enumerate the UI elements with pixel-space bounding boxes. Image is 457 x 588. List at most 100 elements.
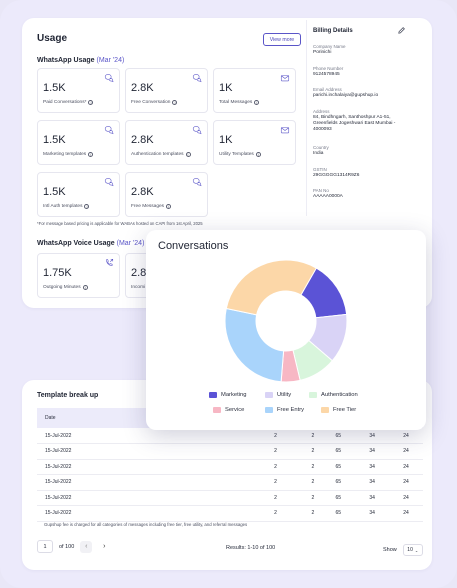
chevron-right-icon: › [103,543,106,550]
legend-swatch [265,407,273,413]
legend-item-authentication[interactable]: Authentication [309,392,358,398]
voice-tile-label-text: Outgoing Minutes [43,285,81,290]
table-cell: 15-Jul-2022 [37,474,247,491]
billing-field-label: Address [313,109,330,114]
chat-bubbles-icon [192,126,202,135]
voice-usage-period: (Mar '24) [116,240,145,247]
usage-tile: 1K Total Messages i [213,68,296,113]
info-icon[interactable]: i [255,152,261,157]
billing-field-value: 84, Bindhngarh, Santhoshpur A1-51, Green… [313,115,396,132]
billing-title: Billing Details [313,28,353,34]
page-number-input[interactable]: 1 [37,540,53,553]
billing-field-label: Country [313,145,329,150]
pricing-note: *For message based pricing is applicable… [37,221,203,226]
legend-swatch [265,392,273,398]
billing-details-panel: Billing Details Company Name Porinichi Pho… [306,20,412,216]
billing-field-value: India [313,151,324,156]
legend-item-free-entry[interactable]: Free Entry [265,407,304,413]
table-cell: 34 [355,443,390,460]
billing-field-label: Email Address [313,87,342,92]
info-icon[interactable]: i [166,204,172,209]
page-size-value: 10 [407,547,413,553]
whatsapp-usage-period: (Mar '24) [96,57,125,64]
usage-tile-label: Paid Conversations* i [43,100,94,105]
page-size-select[interactable]: 10 ⌄ [402,544,423,556]
info-icon[interactable]: i [185,152,191,157]
billing-field: Address 84, Bindhngarh, Santhoshpur A1-51… [313,109,413,133]
table-row: 15-Jul-2022 2 2 65 34 24 [37,474,423,491]
voice-tile-label: Outgoing Minutes i [43,285,88,290]
usage-tile-label: Free Conversation i [131,100,178,105]
legend-label: Marketing [221,392,247,398]
usage-tile: 1.5K Paid Conversations* i [37,68,120,113]
table-cell: 65 [321,490,356,506]
table-cell: 65 [321,443,356,460]
legend-swatch [321,407,329,413]
table-cell: 24 [389,428,423,444]
table-cell: 2 [246,443,305,460]
billing-field-label: Phone Number [313,66,344,71]
usage-title: Usage [37,33,68,44]
legend-label: Free Tier [333,407,357,413]
gupshup-fee-note: Gupshup fee is charged for all categorie… [44,522,248,527]
table-cell: 15-Jul-2022 [37,443,247,460]
info-icon[interactable]: i [82,285,88,290]
usage-tile-label: Total Messages i [219,100,260,105]
usage-tile-value: 1.5K [43,82,66,94]
edit-pencil-icon[interactable] [397,26,406,35]
usage-tile-label-text: Total Messages [219,100,253,105]
usage-tile-value: 1.5K [43,134,66,146]
donut-slice-free-tier[interactable] [225,259,317,316]
voice-tile-value: 2.8 [131,267,147,279]
results-count: Results: 1-10 of 100 [226,545,276,551]
info-icon[interactable]: i [172,100,178,105]
table-cell: 15-Jul-2022 [37,490,247,506]
table-cell: 65 [321,428,356,444]
donut-slice-free-entry[interactable] [224,307,285,383]
table-cell: 65 [321,459,356,475]
table-cell: 24 [389,490,423,506]
phone-outgoing-icon [106,258,114,266]
view-more-button[interactable]: View more [263,33,301,46]
mail-icon [280,75,290,82]
voice-usage-heading: WhatsApp Voice Usage (Mar '24) [37,240,144,247]
prev-page-button[interactable]: ‹ [80,540,93,553]
legend-item-free-tier[interactable]: Free Tier [321,407,356,413]
legend-item-service[interactable]: Service [213,407,244,413]
billing-field-value: AAAAA0000A [313,194,343,199]
legend-label: Service [225,407,245,413]
legend-label: Authentication [321,392,358,398]
usage-tile-value: 1.5K [43,186,66,198]
usage-tile-value: 2.8K [131,82,154,94]
table-cell: 15-Jul-2022 [37,505,247,522]
table-cell: 2 [304,443,322,460]
chat-bubbles-icon [104,74,114,83]
usage-tile: 1K Utility Templates i [213,120,296,165]
table-body: 15-Jul-2022 2 2 65 34 24 15-Jul-2022 2 2 65 34 24 15… [37,428,423,522]
legend-label: Utility [277,392,292,398]
table-cell: 2 [246,459,305,475]
billing-field-value: 29GGGGG1314R9Z6 [313,173,360,178]
legend-item-utility[interactable]: Utility [265,392,291,398]
billing-field-value: 9124578945 [313,72,340,77]
usage-tile-label-text: Authentication templates [131,152,184,157]
usage-tile-label-text: Marketing templates [43,152,87,157]
info-icon[interactable]: i [88,100,94,105]
usage-tile-label: Authentication templates i [131,152,191,157]
conversations-donut-chart [224,259,348,383]
billing-field-value: parichi.inchalaiya@gupshup.io [313,93,379,98]
next-page-button[interactable]: › [98,540,111,553]
show-label: Show [383,547,397,553]
legend-item-marketing[interactable]: Marketing [209,392,246,398]
info-icon[interactable]: i [254,100,260,105]
billing-field: GSTIN 29GGGGG1314R9Z6 [313,167,413,179]
table-cell: 15-Jul-2022 [37,459,247,475]
usage-tile-label: Intl Auth templates i [43,204,90,209]
usage-tile-label-text: Free Conversation [131,100,171,105]
voice-tile-outgoing: 1.75K Outgoing Minutes i [37,253,120,298]
info-icon[interactable]: i [88,152,94,157]
info-icon[interactable]: i [84,204,90,209]
chat-bubbles-icon [192,74,202,83]
usage-tile: 2.8K Free Messages i [125,172,208,217]
billing-field: Phone Number 9124578945 [313,66,413,78]
